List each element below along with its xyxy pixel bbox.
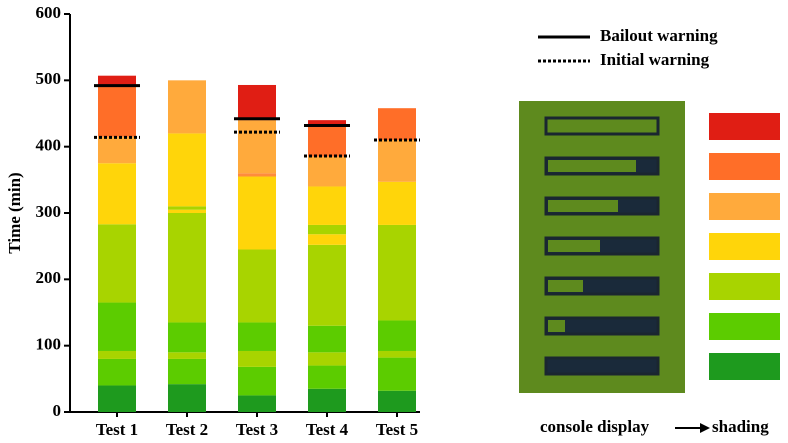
bar-segment [168, 209, 206, 213]
bar-segment [238, 322, 276, 351]
shade-swatch [709, 153, 780, 180]
bar-segment [98, 86, 136, 137]
legend-label: Bailout warning [600, 26, 718, 45]
bar-segment [98, 224, 136, 303]
console-bars [544, 116, 660, 376]
shade-swatch [709, 113, 780, 140]
bar-segment [98, 385, 136, 412]
bar-segment [378, 181, 416, 225]
x-tick-label: Test 3 [236, 420, 278, 439]
bar-segment [238, 120, 276, 174]
bar-segment [308, 234, 346, 245]
shade-swatch [709, 313, 780, 340]
bar-segment [168, 384, 206, 412]
y-tick-label: 400 [36, 136, 62, 155]
bar-segment [308, 120, 346, 127]
bar-segment [378, 390, 416, 412]
panel-right-label: shading [712, 417, 769, 436]
bar-segment [238, 84, 276, 121]
bar-segment [308, 186, 346, 225]
y-tick-label: 500 [36, 69, 62, 88]
bar-segment [238, 366, 276, 396]
bar-segment [98, 136, 136, 164]
x-tick-label: Test 5 [376, 420, 418, 439]
shade-swatch [709, 233, 780, 260]
bar-segment [378, 320, 416, 351]
x-tick-label: Test 1 [96, 420, 138, 439]
y-tick-label: 300 [36, 202, 62, 221]
bar-segment [308, 126, 346, 157]
shade-swatch [709, 273, 780, 300]
y-axis-label: Time (min) [5, 172, 24, 253]
shade-swatch [709, 193, 780, 220]
bar-segment [98, 358, 136, 386]
bar-segment [168, 133, 206, 207]
bar-segment [98, 163, 136, 225]
bar-segment [238, 173, 276, 177]
bar-segment [308, 224, 346, 235]
bar-segment [308, 244, 346, 326]
bar-segment [168, 213, 206, 323]
y-tick-label: 0 [53, 401, 62, 420]
bar-segment [98, 75, 136, 87]
y-tick-label: 100 [36, 335, 62, 354]
bar-segment [378, 357, 416, 391]
bar-segment [308, 388, 346, 412]
bar-segment [308, 352, 346, 366]
bar-segment [238, 249, 276, 323]
bar-segment [308, 365, 346, 389]
bar-segment [238, 176, 276, 250]
bar-segment [238, 395, 276, 412]
bar-segment [308, 156, 346, 187]
bar-segment [238, 350, 276, 367]
arrow-head [700, 423, 710, 433]
y-tick-label: 200 [36, 268, 62, 287]
bar-segment [168, 352, 206, 359]
panel-left-label: console display [540, 417, 650, 436]
x-tick-label: Test 2 [166, 420, 208, 439]
bar-segment [168, 206, 206, 210]
bar-segment [308, 325, 346, 353]
bar-segment [98, 350, 136, 359]
y-tick-label: 600 [36, 3, 62, 22]
bar-segment [168, 322, 206, 353]
bar-segment [378, 108, 416, 141]
shade-swatch [709, 353, 780, 380]
bar-segment [168, 80, 206, 134]
legend-label: Initial warning [600, 50, 710, 69]
bar-segment [378, 140, 416, 182]
x-tick-label: Test 4 [306, 420, 349, 439]
bar-segment [378, 350, 416, 358]
bar-segment [168, 358, 206, 385]
bar-segment [98, 302, 136, 351]
bar-segment [378, 224, 416, 321]
